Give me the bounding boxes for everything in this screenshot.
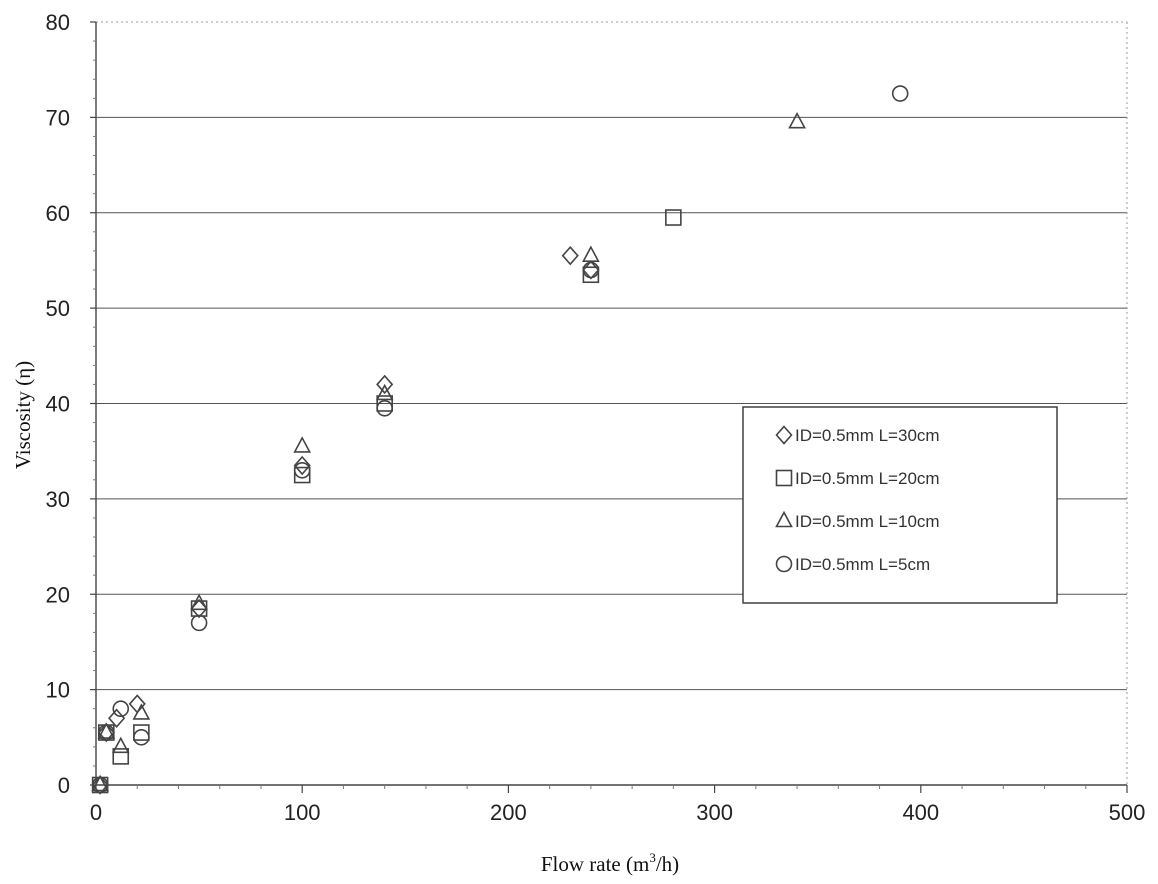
diamond-data-point (128, 694, 146, 714)
diamond-data-point (97, 722, 115, 743)
legend-box (742, 406, 1058, 604)
x-tick-label: 400 (902, 800, 939, 825)
legend-label: ID=0.5mm L=20cm (795, 469, 940, 488)
triangle-data-point (788, 111, 806, 129)
x-tick-label: 200 (490, 800, 527, 825)
circle-data-point (112, 700, 130, 718)
x-axis-label-tail: /h) (656, 852, 679, 876)
y-tick-label: 10 (46, 678, 70, 703)
y-tick-label: 80 (46, 10, 70, 35)
y-tick-label: 70 (46, 105, 70, 130)
legend-label: ID=0.5mm L=10cm (795, 512, 940, 531)
triangle-data-point (91, 774, 109, 792)
square-data-point (582, 266, 600, 284)
grid-lines (96, 116, 1127, 691)
square-data-point (376, 395, 393, 412)
x-tick-label: 100 (284, 800, 321, 825)
y-tick-label: 40 (46, 392, 70, 417)
y-axis-label: Viscosity (η) (11, 361, 35, 469)
circle-data-point (293, 461, 311, 479)
circle-data-point (190, 614, 208, 632)
data-points (91, 85, 909, 795)
legend-square-icon (775, 469, 793, 487)
circle-data-point (133, 729, 150, 746)
x-tick-label: 0 (90, 800, 102, 825)
circle-data-point (376, 399, 393, 417)
diamond-data-point (108, 708, 126, 728)
diamond-data-point (376, 374, 394, 395)
circle-data-point (891, 85, 909, 102)
square-data-point (293, 466, 311, 484)
diamond-data-point (561, 245, 579, 266)
triangle-data-point (111, 736, 130, 754)
circle-data-point (582, 261, 600, 279)
legend-circle-icon (775, 555, 793, 573)
square-data-point (112, 748, 130, 765)
legend: ID=0.5mm L=30cm ID=0.5mm L=20cm ID=0.5mm L… (742, 406, 1058, 604)
triangle-data-point (97, 722, 116, 739)
x-axis-label: Flow rate (m3/h) (541, 850, 679, 876)
diamond-data-point (293, 455, 311, 476)
triangle-data-point (293, 436, 312, 453)
square-data-point (133, 724, 150, 741)
x-axis-label-superscript: 3 (649, 850, 656, 865)
legend-label: ID=0.5mm L=5cm (795, 555, 930, 574)
legend-diamond-icon (775, 425, 793, 445)
y-tick-label: 0 (58, 773, 70, 798)
triangle-data-point (190, 593, 208, 611)
axis-ticks: 0 10 20 30 40 50 60 70 80 0 100 200 300 400 500 (46, 10, 1146, 825)
x-tick-label: 500 (1109, 800, 1146, 825)
triangle-data-point (132, 703, 151, 720)
diamond-data-point (91, 775, 109, 795)
square-data-point (665, 209, 682, 226)
x-tick-label: 300 (696, 800, 733, 825)
y-tick-label: 20 (46, 582, 70, 607)
y-tick-label: 30 (46, 487, 70, 512)
x-axis-label-main: Flow rate (m (541, 852, 649, 876)
circle-data-point (91, 776, 109, 794)
circle-data-point (98, 724, 115, 741)
triangle-data-point (375, 383, 394, 401)
y-tick-label: 50 (46, 296, 70, 321)
legend-label: ID=0.5mm L=30cm (795, 426, 940, 445)
triangle-data-point (582, 245, 600, 262)
y-tick-label: 60 (46, 201, 70, 226)
legend-triangle-icon (775, 510, 793, 528)
